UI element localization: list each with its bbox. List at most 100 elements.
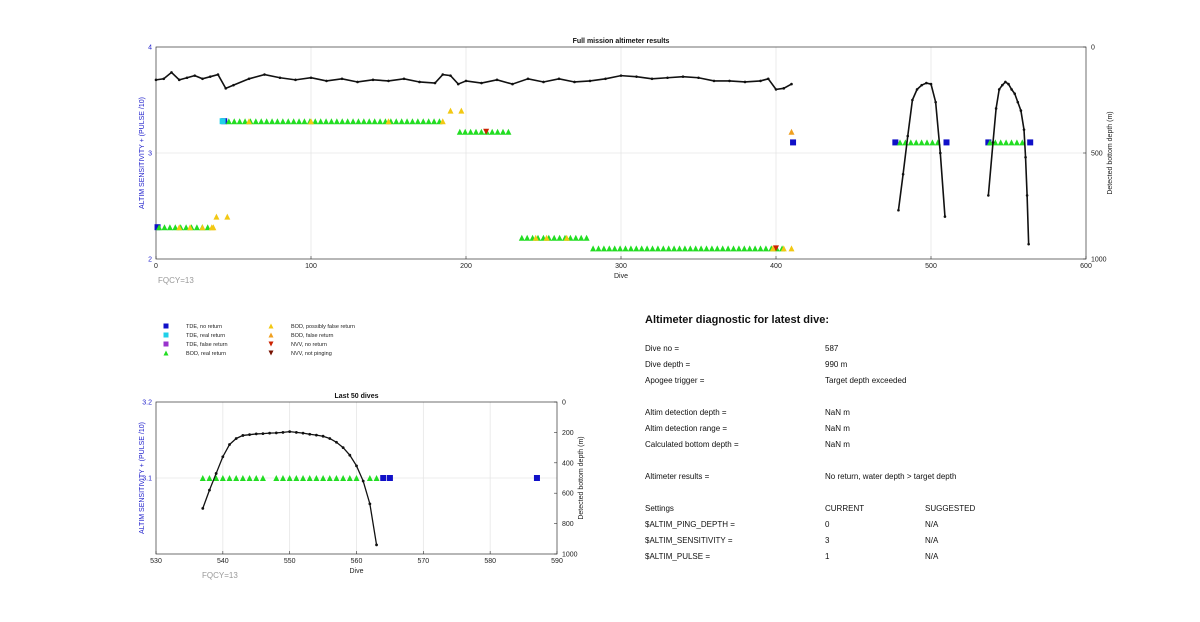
depth-point (294, 78, 297, 82)
diagnostic-row: Altimeter results = No return, water dept… (645, 472, 1185, 488)
bod-real-marker (323, 118, 330, 125)
diagnostic-panel: Altimeter diagnostic for latest dive: Di… (645, 314, 1185, 568)
diagnostic-row: Apogee trigger = Target depth exceeded (645, 376, 1185, 392)
bod-real-marker (676, 245, 683, 252)
bod-real-marker (992, 139, 999, 146)
bod-real-marker (556, 234, 563, 241)
depth-point (371, 78, 375, 82)
diagnostic-row: $ALTIM_PING_DEPTH = 0 N/A (645, 520, 1185, 536)
bod-real-marker (595, 245, 602, 252)
depth-point (335, 440, 338, 444)
bod-real-marker (1013, 139, 1020, 146)
x-axis-label: Dive (349, 568, 363, 575)
bod-marker (239, 475, 246, 481)
diagnostic-row: Dive depth = 990 m (645, 360, 1185, 376)
bod-real-marker (393, 118, 400, 125)
bod-real-marker (231, 118, 238, 125)
depth-point (247, 77, 251, 81)
bod-marker (439, 118, 446, 125)
depth-point (934, 100, 937, 104)
tde-marker (386, 475, 393, 481)
depth-point (301, 431, 305, 435)
bod-marker (210, 224, 217, 231)
depth-point (224, 87, 228, 90)
bod-marker (300, 475, 307, 481)
diagnostic-row: Dive no = 587 (645, 344, 1185, 360)
depth-point (355, 464, 358, 468)
y2-tick-label: 1000 (1091, 257, 1107, 264)
depth-point (208, 75, 212, 78)
bod-real-marker (918, 139, 925, 146)
depth-point (635, 75, 638, 78)
x-tick-label: 0 (154, 263, 158, 270)
bod-marker (353, 475, 360, 481)
legend-marker (268, 323, 274, 329)
bod-real-marker (431, 118, 438, 125)
bod-real-marker (414, 118, 421, 125)
bod-real-marker (524, 234, 531, 241)
legend-label: TDE, no return (186, 324, 222, 330)
bod-real-marker (258, 118, 265, 125)
bod-marker (769, 245, 776, 252)
bod-marker (246, 118, 252, 125)
depth-point (263, 73, 266, 76)
legend-marker (163, 350, 169, 356)
plot-frame (155, 46, 1087, 260)
depth-point (480, 81, 483, 85)
bod-real-marker (296, 118, 303, 125)
depth-point (1027, 242, 1030, 246)
y-axis-label: ALTIM SENSITIVITY + (PULSE /10) (139, 97, 146, 209)
bod-real-marker (730, 245, 737, 252)
depth-point (449, 74, 452, 77)
y-tick-label: 4 (148, 45, 152, 52)
bod-marker (333, 475, 340, 481)
x-tick-label: 580 (484, 558, 496, 565)
bod-marker (313, 475, 320, 481)
bod-real-marker (551, 234, 558, 241)
depth-point (1004, 80, 1007, 84)
legend-marker (163, 323, 169, 329)
diagnostic-label: Settings (645, 504, 674, 513)
plot-frame (155, 401, 558, 555)
depth-point (901, 172, 905, 176)
bod-marker (346, 475, 353, 481)
bod-marker (199, 475, 206, 481)
bod-marker (233, 475, 240, 481)
y2-tick-label: 200 (562, 430, 574, 437)
bod-real-marker (344, 118, 351, 125)
bod-real-marker (494, 128, 501, 135)
bod-real-marker (420, 118, 427, 125)
depth-point (542, 80, 545, 84)
depth-point (897, 208, 900, 212)
tde-marker (1027, 139, 1034, 146)
bod-real-marker (617, 245, 624, 252)
depth-point (1013, 92, 1016, 95)
bod-real-marker (350, 118, 357, 125)
depth-point (1016, 100, 1020, 104)
bod-real-marker (156, 224, 163, 231)
bod-real-marker (578, 234, 585, 241)
bod-marker (447, 107, 454, 114)
bod-marker (563, 234, 570, 241)
depth-point (666, 76, 669, 80)
bod-real-marker (366, 118, 373, 125)
legend-marker (268, 332, 274, 338)
depth-point (375, 543, 378, 547)
legend-label: BOD, possibly false return (291, 324, 355, 330)
diagnostic-label: $ALTIM_SENSITIVITY = (645, 536, 733, 545)
bod-marker (780, 245, 787, 252)
depth-point (774, 88, 778, 91)
depth-point (464, 79, 468, 83)
depth-point (185, 76, 189, 80)
depth-point (1019, 109, 1023, 112)
depth-point (418, 80, 421, 84)
y2-tick-label: 800 (562, 521, 574, 528)
x-axis-label: Dive (614, 273, 628, 280)
depth-point (214, 472, 218, 475)
bod-marker (373, 475, 380, 481)
diagnostic-value: No return, water depth > target depth (825, 472, 957, 481)
depth-point (991, 141, 995, 144)
depth-point (162, 77, 166, 81)
chart-title: Last 50 dives (335, 393, 379, 400)
depth-point (915, 88, 919, 91)
